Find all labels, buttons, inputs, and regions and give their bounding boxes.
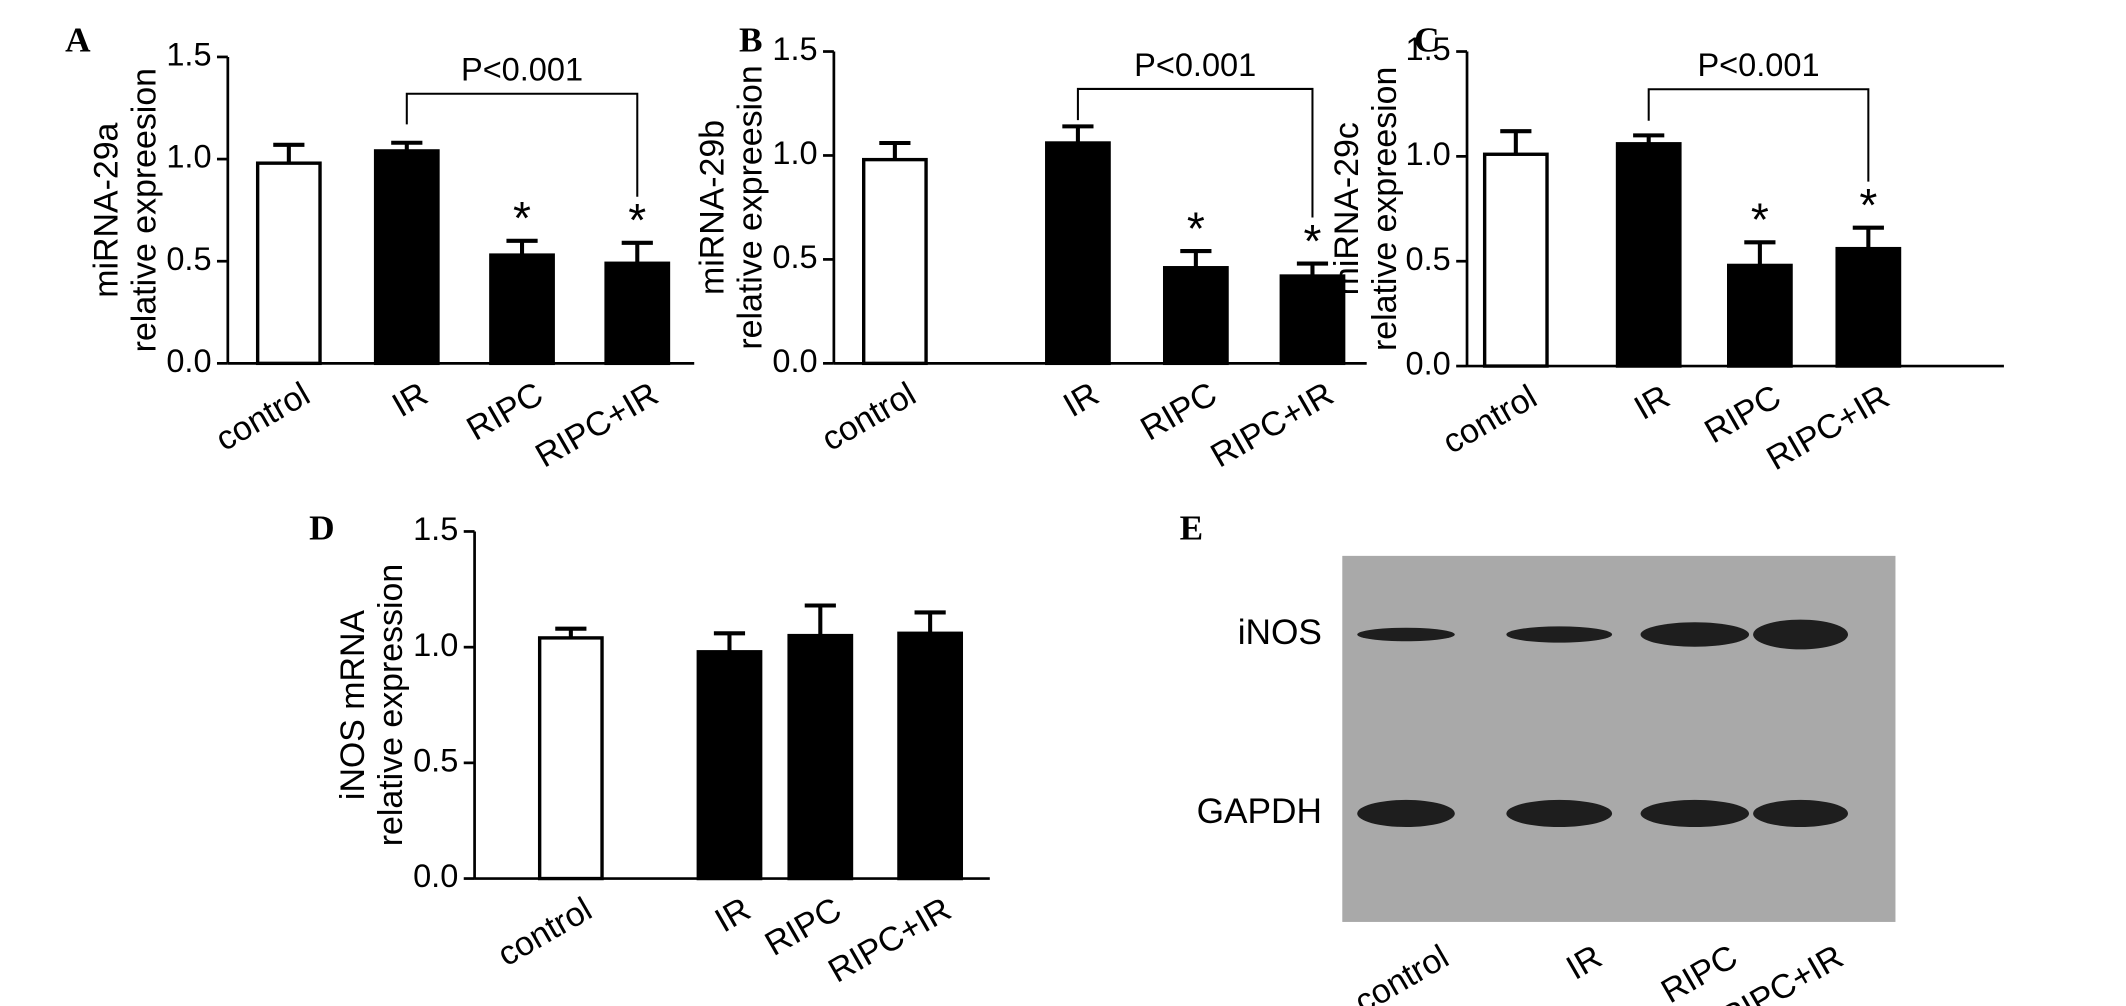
x-tick-label: RIPC+IR — [529, 375, 665, 475]
comparison-bracket — [405, 92, 639, 197]
band — [1357, 627, 1455, 642]
x-tick-label: RIPC — [1134, 375, 1223, 448]
x-tick-label: IR — [709, 890, 757, 940]
row-label: iNOS — [1238, 613, 1322, 652]
lane-label: control — [1348, 938, 1455, 1006]
significance-mark: * — [628, 194, 646, 246]
x-tick-label: RIPC+IR — [1204, 375, 1340, 475]
y-tick-label: 1.0 — [772, 135, 817, 171]
bar — [537, 636, 604, 881]
y-tick-label: 1.5 — [166, 37, 211, 73]
y-tick-label: 0.5 — [1406, 241, 1451, 277]
significance-mark: * — [1187, 202, 1205, 254]
x-tick-label: control — [815, 375, 922, 459]
bar — [1045, 141, 1111, 366]
significance-mark: * — [1859, 179, 1877, 231]
comparison-bracket — [1647, 88, 1870, 182]
y-tick-label: 0.0 — [1406, 346, 1451, 382]
band — [1640, 799, 1750, 828]
y-tick-label: 1.0 — [166, 139, 211, 175]
band — [1753, 619, 1849, 650]
band — [1357, 799, 1455, 828]
panel-label: E — [1180, 509, 1204, 548]
significance-mark: * — [513, 192, 531, 244]
bar — [489, 253, 555, 366]
bar — [1835, 246, 1902, 368]
x-tick-label: control — [491, 890, 598, 974]
y-axis-label: relative expreesion — [1366, 67, 1404, 351]
comparison-label: P<0.001 — [1134, 47, 1256, 83]
blot-image — [1342, 555, 1896, 922]
comparison-bracket — [1076, 87, 1314, 218]
band — [1640, 622, 1750, 647]
bar — [897, 631, 964, 881]
y-axis-label: miRNA-29a — [87, 122, 125, 297]
bar — [1727, 263, 1793, 368]
y-tick-label: 1.5 — [1406, 31, 1451, 67]
bar — [696, 650, 763, 881]
panel-label: D — [309, 509, 334, 548]
x-tick-label: RIPC+IR — [822, 890, 958, 990]
y-tick-label: 1.0 — [1406, 136, 1451, 172]
x-tick-label: IR — [386, 375, 434, 425]
comparison-label: P<0.001 — [461, 52, 583, 88]
y-tick-label: 0.0 — [413, 858, 458, 894]
y-tick-label: 0.0 — [166, 343, 211, 379]
y-tick-label: 0.5 — [413, 742, 458, 778]
bar — [1482, 152, 1549, 368]
y-axis-label: miRNA-29b — [694, 120, 732, 295]
y-tick-label: 0.0 — [772, 343, 817, 379]
y-tick-label: 0.5 — [166, 241, 211, 277]
y-tick-label: 0.5 — [772, 239, 817, 275]
x-tick-label: control — [209, 375, 316, 459]
panel-label: A — [65, 20, 91, 59]
bar — [787, 633, 854, 881]
y-axis-label: relative expreesion — [125, 68, 163, 352]
significance-mark: * — [1751, 194, 1769, 246]
band — [1506, 799, 1613, 828]
significance-mark: * — [1303, 215, 1321, 267]
row-label: GAPDH — [1197, 792, 1322, 831]
y-tick-label: 1.5 — [772, 31, 817, 67]
bar — [255, 161, 322, 366]
bar — [604, 261, 671, 366]
bar — [373, 149, 440, 366]
y-axis-label: miRNA-29c — [1328, 122, 1366, 295]
bar — [1162, 266, 1229, 366]
band — [1506, 626, 1613, 643]
bar — [862, 157, 928, 366]
y-tick-label: 1.0 — [413, 627, 458, 663]
panel-label: B — [739, 20, 763, 59]
y-axis-label: relative expression — [372, 564, 410, 846]
y-tick-label: 1.5 — [413, 511, 458, 547]
x-tick-label: RIPC+IR — [1760, 378, 1896, 478]
y-axis-label: iNOS mRNA — [334, 610, 372, 800]
bar — [1615, 142, 1682, 368]
comparison-label: P<0.001 — [1697, 47, 1819, 83]
y-axis-label: relative expreesion — [731, 65, 769, 349]
panel-label: C — [1414, 20, 1439, 59]
x-tick-label: IR — [1628, 378, 1676, 428]
bar — [1279, 274, 1346, 366]
x-tick-label: IR — [1057, 375, 1105, 425]
x-tick-label: control — [1436, 378, 1543, 462]
lane-label: IR — [1560, 938, 1608, 988]
band — [1753, 799, 1849, 828]
